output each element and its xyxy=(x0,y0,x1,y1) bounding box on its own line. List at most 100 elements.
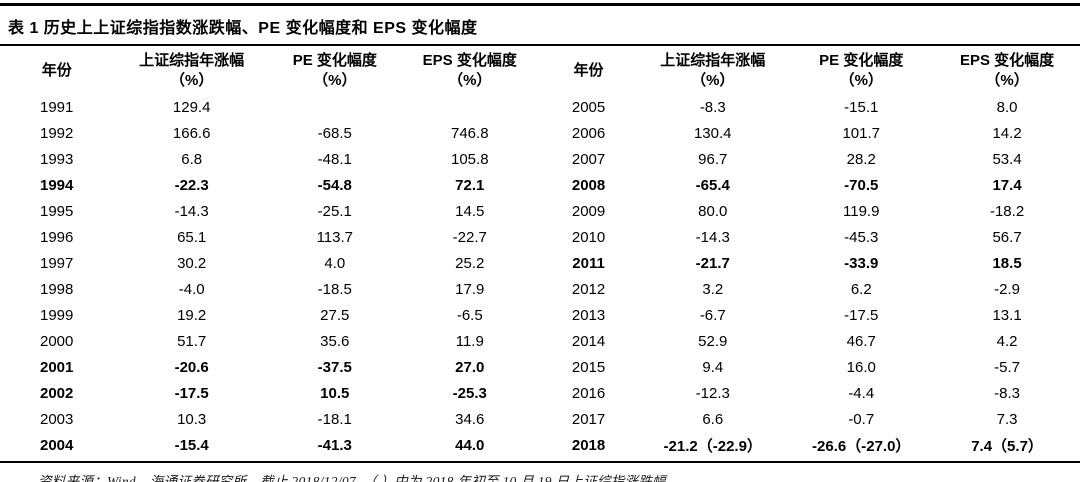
value-cell: -6.5 xyxy=(456,307,483,324)
header-line1: 上证综指年涨幅 xyxy=(660,52,766,69)
year-cell: 2005 xyxy=(571,99,606,116)
value-cell: 8.0 xyxy=(996,99,1018,116)
value-cell: 166.6 xyxy=(172,125,211,142)
value-cell: 19.2 xyxy=(177,307,207,324)
value-cell: -22.3 xyxy=(174,177,209,194)
value-cell: 16.0 xyxy=(846,359,876,376)
value-cell: -14.3 xyxy=(695,229,730,246)
value-cell: -48.1 xyxy=(317,151,352,168)
year-cell: 1993 xyxy=(40,151,74,168)
year-cell: 2006 xyxy=(571,125,606,142)
value-cell: -25.3 xyxy=(452,385,487,402)
value-cell: -37.5 xyxy=(317,359,352,376)
title-underline-rule xyxy=(0,44,1080,46)
value-cell: 56.7 xyxy=(992,229,1022,246)
value-cell: 13.1 xyxy=(992,307,1022,324)
table-row: 1998 -4.0 -18.5 17.9 2012 3.2 6.2 -2.9 xyxy=(0,277,1080,303)
value-cell: 113.7 xyxy=(316,229,353,246)
table-row: 2001 -20.6 -37.5 27.0 2015 9.4 16.0 -5.7 xyxy=(0,355,1080,381)
table-row: 1992 166.6 -68.5 746.8 2006 130.4 101.7 14.2 xyxy=(0,121,1080,147)
value-cell: 51.7 xyxy=(177,333,207,350)
value-cell: 11.9 xyxy=(455,333,484,350)
value-cell: 17.4 xyxy=(992,177,1022,194)
value-cell: 17.9 xyxy=(455,281,485,298)
year-cell: 2012 xyxy=(571,281,606,298)
value-cell: -6.7 xyxy=(699,307,726,324)
year-cell: 2001 xyxy=(40,359,74,376)
value-cell: -68.5 xyxy=(317,125,352,142)
value-cell xyxy=(400,95,540,121)
table-row: 2000 51.7 35.6 11.9 2014 52.9 46.7 4.2 xyxy=(0,329,1080,355)
value-cell: 18.5 xyxy=(992,255,1022,272)
value-cell: -4.4 xyxy=(848,385,875,402)
value-cell: 130.4 xyxy=(693,125,732,142)
year-cell: 2016 xyxy=(571,385,606,402)
table-row: 1994 -22.3 -54.8 72.1 2008 -65.4 -70.5 17.4 xyxy=(0,173,1080,199)
value-cell: 44.0 xyxy=(455,437,485,454)
value-cell: -54.8 xyxy=(317,177,352,194)
value-cell: 30.2 xyxy=(177,255,207,272)
value-cell: 34.6 xyxy=(455,411,485,428)
table-row: 1997 30.2 4.0 25.2 2011 -21.7 -33.9 18.5 xyxy=(0,251,1080,277)
year-cell: 2007 xyxy=(571,151,606,168)
year-cell: 2017 xyxy=(571,411,606,428)
value-cell: -45.3 xyxy=(844,229,879,246)
header-year-left: 年份 xyxy=(41,62,72,80)
value-cell: -8.3 xyxy=(994,385,1020,402)
value-cell: 9.4 xyxy=(702,359,724,376)
year-cell: 2011 xyxy=(572,255,605,272)
table-row: 2002 -17.5 10.5 -25.3 2016 -12.3 -4.4 -8.3 xyxy=(0,381,1080,407)
value-cell: -20.6 xyxy=(174,359,209,376)
value-cell: -4.0 xyxy=(178,281,205,298)
header-line1: EPS 变化幅度 xyxy=(959,52,1055,69)
value-cell: -18.2 xyxy=(989,203,1025,220)
value-cell: 46.7 xyxy=(846,333,876,350)
value-cell: -17.5 xyxy=(844,307,879,324)
year-cell: 2014 xyxy=(571,333,606,350)
footer-rule xyxy=(0,460,1080,463)
value-cell: -15.4 xyxy=(174,437,209,454)
value-cell: 6.2 xyxy=(850,281,872,298)
value-cell: 4.2 xyxy=(996,333,1018,350)
value-cell: -25.1 xyxy=(317,203,352,220)
top-rule xyxy=(0,3,1080,6)
value-cell: 14.2 xyxy=(992,125,1022,142)
table-title: 表 1 历史上上证综指指数涨跌幅、PE 变化幅度和 EPS 变化幅度 xyxy=(8,20,478,37)
value-cell: 101.7 xyxy=(842,125,881,142)
value-cell: 27.0 xyxy=(455,359,485,376)
value-cell: 7.3 xyxy=(996,411,1018,428)
value-cell: -41.3 xyxy=(317,437,352,454)
header-line2: （%） xyxy=(985,72,1029,90)
value-cell: 72.1 xyxy=(455,177,485,194)
value-cell: -21.7 xyxy=(695,255,730,272)
year-cell: 1995 xyxy=(40,203,74,220)
value-cell: -33.9 xyxy=(844,255,879,272)
header-line2: （%） xyxy=(170,72,214,90)
value-cell: 53.4 xyxy=(992,151,1022,168)
header-line2: （%） xyxy=(691,72,735,90)
value-cell: 96.7 xyxy=(698,151,728,168)
data-table: 年份 上证综指年涨幅 （%） PE 变化幅度 （%） EPS 变化幅度 （%） … xyxy=(0,46,1080,459)
value-cell: 3.2 xyxy=(702,281,724,298)
value-cell: 129.4 xyxy=(172,99,211,116)
value-cell: 6.6 xyxy=(702,411,724,428)
table-row: 2003 10.3 -18.1 34.6 2017 6.6 -0.7 7.3 xyxy=(0,407,1080,433)
year-cell: 1997 xyxy=(40,255,74,272)
year-cell: 2010 xyxy=(571,229,606,246)
value-cell: 746.8 xyxy=(451,125,489,142)
year-cell: 1998 xyxy=(40,281,74,298)
header-index-change-right: 上证综指年涨幅 （%） xyxy=(637,46,788,95)
table-row: 1996 65.1 113.7 -22.7 2010 -14.3 -45.3 56.7 xyxy=(0,225,1080,251)
header-pe-change-left: PE 变化幅度 （%） xyxy=(270,46,400,95)
table-row: 1993 6.8 -48.1 105.8 2007 96.7 28.2 53.4 xyxy=(0,147,1080,173)
year-cell: 2008 xyxy=(571,177,606,194)
value-cell: 35.6 xyxy=(320,333,350,350)
table-body: 1991 129.4 2005 -8.3 -15.1 8.0 1992 166.6 -68.5 7… xyxy=(0,95,1080,459)
year-cell: 2003 xyxy=(40,411,74,428)
value-cell: -0.7 xyxy=(848,411,875,428)
year-cell: 2009 xyxy=(571,203,606,220)
year-cell: 2002 xyxy=(40,385,74,402)
value-cell: -26.6（-27.0） xyxy=(812,438,911,455)
table-row: 1999 19.2 27.5 -6.5 2013 -6.7 -17.5 13.1 xyxy=(0,303,1080,329)
